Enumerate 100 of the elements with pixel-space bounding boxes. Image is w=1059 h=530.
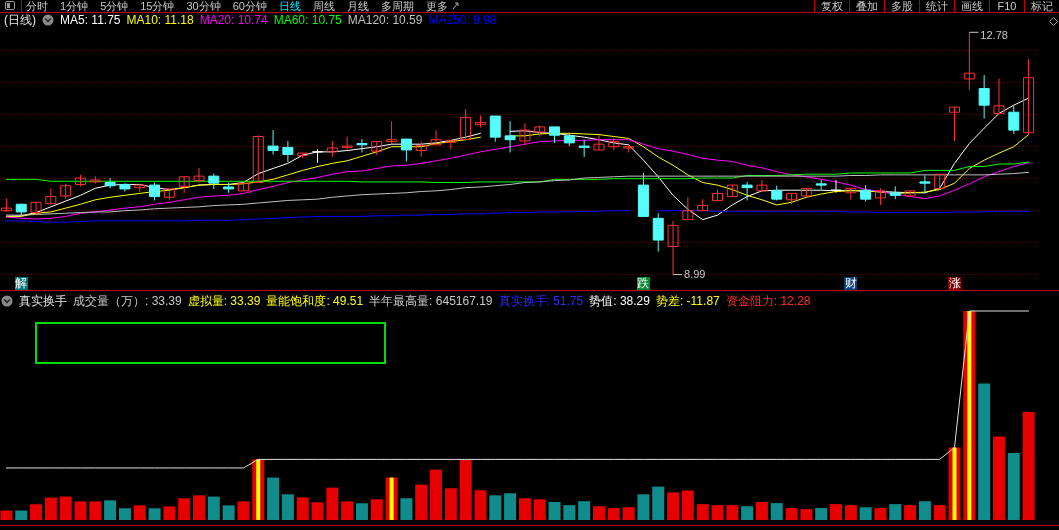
bar bbox=[1022, 411, 1035, 520]
bar bbox=[104, 500, 117, 520]
bar bbox=[459, 460, 472, 520]
bar bbox=[681, 490, 694, 520]
text: 标记 bbox=[1024, 0, 1059, 12]
candlestick bbox=[104, 177, 116, 189]
bar bbox=[192, 495, 205, 520]
text: 多周期 bbox=[381, 0, 414, 12]
candlestick bbox=[386, 120, 398, 145]
candlestick bbox=[667, 220, 679, 276]
bar bbox=[444, 488, 457, 520]
candlestick bbox=[652, 212, 664, 253]
candlestick bbox=[741, 181, 753, 201]
bar bbox=[533, 499, 546, 520]
bar bbox=[30, 504, 43, 520]
text: 量能饱和度: 49.51 bbox=[266, 294, 364, 308]
bar bbox=[1007, 453, 1020, 520]
annotation: 12.78 bbox=[980, 29, 1008, 42]
bar bbox=[967, 311, 972, 520]
bar bbox=[933, 505, 946, 520]
bar bbox=[607, 508, 620, 520]
bar bbox=[785, 508, 798, 520]
bar bbox=[711, 505, 724, 520]
text: MA250: 9.98 bbox=[428, 13, 497, 27]
text: 周线 bbox=[313, 0, 335, 12]
text: 5分钟 bbox=[100, 0, 129, 12]
bar bbox=[74, 501, 87, 520]
text: MA5: 11.75 bbox=[60, 13, 121, 27]
bar bbox=[815, 508, 828, 520]
bar bbox=[474, 490, 487, 520]
text: 画线 bbox=[954, 0, 989, 12]
text: 虚拟量: 33.39 bbox=[187, 294, 261, 308]
candlestick bbox=[1023, 58, 1035, 136]
bar bbox=[489, 495, 502, 520]
bar bbox=[667, 492, 680, 520]
text: MA10: 11.18 bbox=[126, 13, 194, 27]
bar bbox=[15, 510, 28, 520]
candlestick bbox=[460, 108, 472, 141]
bar bbox=[578, 501, 591, 520]
text: 半年最高量: 645167.19 bbox=[369, 294, 493, 308]
bar bbox=[296, 497, 309, 520]
bar bbox=[889, 504, 902, 520]
bar bbox=[992, 436, 1005, 520]
text: 1分钟 bbox=[60, 0, 89, 12]
text: 财 bbox=[844, 276, 858, 290]
candlestick bbox=[934, 173, 946, 189]
candlestick bbox=[978, 74, 990, 120]
bar bbox=[800, 509, 813, 520]
bar bbox=[770, 503, 783, 520]
bar bbox=[518, 498, 531, 520]
bar bbox=[548, 502, 561, 520]
bar bbox=[592, 506, 605, 520]
candlestick bbox=[252, 134, 264, 184]
text: 解 bbox=[14, 276, 28, 290]
bar bbox=[652, 486, 665, 520]
bar bbox=[622, 507, 635, 520]
bar bbox=[44, 497, 57, 520]
text: 复权 bbox=[814, 0, 849, 12]
bar bbox=[0, 510, 13, 520]
bar bbox=[563, 505, 576, 520]
candlestick bbox=[993, 77, 1005, 114]
bar bbox=[355, 503, 368, 520]
candlestick bbox=[30, 201, 42, 216]
text: 跌 bbox=[636, 276, 650, 290]
annotation: 8.99 bbox=[684, 267, 706, 280]
candlestick bbox=[593, 134, 605, 151]
candlestick bbox=[474, 114, 486, 129]
text: 30分钟 bbox=[186, 0, 221, 12]
bar bbox=[904, 505, 917, 520]
candlestick bbox=[756, 179, 768, 192]
candlestick bbox=[949, 106, 961, 142]
text: 势差: -11.87 bbox=[655, 294, 720, 308]
candlestick bbox=[682, 196, 694, 221]
candlestick bbox=[1008, 105, 1020, 135]
candlestick bbox=[178, 176, 190, 194]
bar bbox=[237, 501, 250, 520]
text: F10 bbox=[989, 0, 1024, 12]
bar bbox=[281, 494, 294, 520]
bar bbox=[133, 505, 146, 520]
bar bbox=[918, 501, 931, 520]
candlestick bbox=[904, 190, 916, 197]
bar bbox=[844, 505, 857, 520]
candlestick bbox=[400, 138, 412, 162]
bar bbox=[148, 508, 161, 520]
bar bbox=[256, 459, 261, 520]
text: 成交量（万）: 33.39 bbox=[73, 294, 182, 308]
candlestick bbox=[919, 175, 931, 194]
candlestick bbox=[963, 31, 975, 91]
chart-title: (日线) bbox=[4, 13, 36, 27]
text: 叠加 bbox=[849, 0, 884, 12]
bar bbox=[726, 505, 739, 520]
bar bbox=[370, 499, 383, 520]
text: MA120: 10.59 bbox=[347, 13, 423, 27]
bar bbox=[178, 498, 191, 520]
text: 多股 bbox=[884, 0, 919, 12]
text: 60分钟 bbox=[232, 0, 267, 12]
bar bbox=[59, 496, 72, 520]
bar bbox=[430, 469, 443, 520]
candlestick bbox=[504, 120, 516, 153]
bar bbox=[874, 508, 887, 520]
